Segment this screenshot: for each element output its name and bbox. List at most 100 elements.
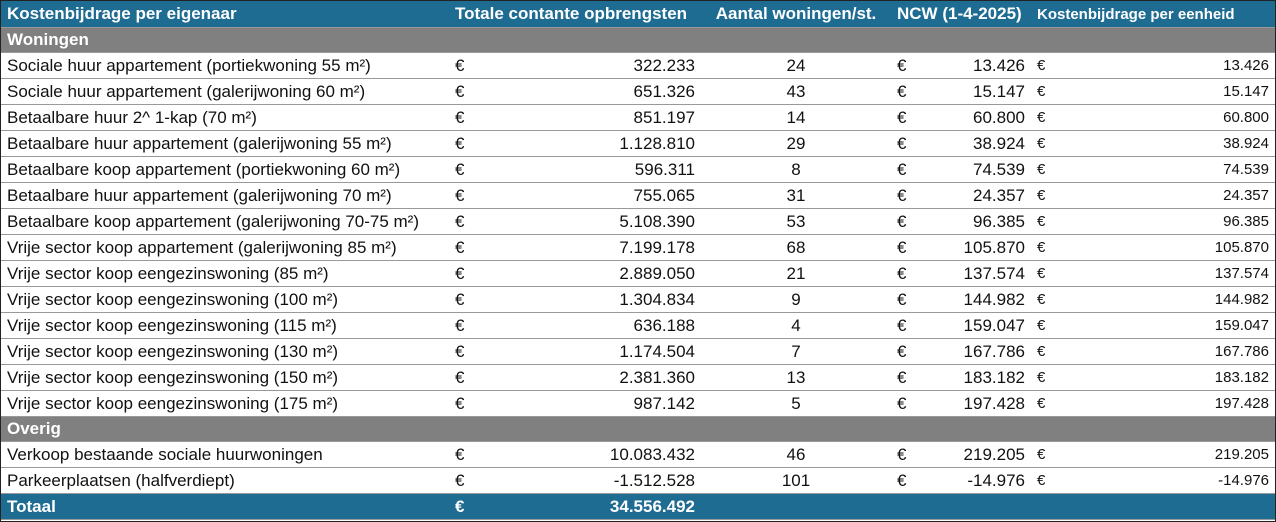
table-cell: 183.182: [963, 367, 1025, 387]
total-row: Totaal €34.556.492: [1, 494, 1275, 520]
table-cell: 24.357: [973, 185, 1025, 205]
table-cell: €: [455, 185, 465, 205]
header-cell: Kostenbijdrage per eigenaar: [7, 4, 237, 23]
table-cell: 167.786: [963, 341, 1025, 361]
table-cell: €: [897, 444, 907, 464]
table-cell: 1.304.834: [619, 289, 695, 309]
data-row: Betaalbare koop appartement (galerijwoni…: [1, 209, 1275, 235]
table-cell: 43: [786, 81, 806, 101]
table-cell: €: [897, 185, 907, 205]
table-cell: 636.188: [633, 315, 695, 335]
table-cell: €: [1037, 291, 1046, 308]
table-cell: 68: [786, 237, 806, 257]
table-cell: €: [897, 289, 907, 309]
table-cell: 755.065: [633, 185, 695, 205]
total-cell: €: [455, 496, 465, 516]
table-cell: 105.870: [1214, 239, 1269, 256]
header-row: Kostenbijdrage per eigenaar Totale contan…: [1, 1, 1275, 28]
table-cell: €: [455, 367, 465, 387]
table-cell: €: [897, 81, 907, 101]
table-cell: 5: [791, 393, 801, 413]
table-cell: Betaalbare huur appartement (galerijwoni…: [7, 185, 392, 205]
table-cell: €: [455, 263, 465, 283]
table-cell: 74.539: [973, 159, 1025, 179]
table-cell: €: [1037, 472, 1046, 489]
table-cell: €: [897, 367, 907, 387]
table-cell: Sociale huur appartement (galerijwoning …: [7, 81, 366, 101]
table-cell: Vrije sector koop appartement (galerijwo…: [7, 237, 397, 257]
table-cell: €: [1037, 395, 1046, 412]
data-row: Betaalbare koop appartement (portiekwoni…: [1, 157, 1275, 183]
section-title: Overig: [7, 419, 61, 438]
table-cell: €: [897, 237, 907, 257]
table-cell: Vrije sector koop eengezinswoning (115 m…: [7, 315, 337, 335]
table-cell: 596.311: [634, 159, 695, 179]
table-cell: 197.428: [963, 393, 1025, 413]
data-row: Sociale huur appartement (portiekwoning …: [1, 53, 1275, 79]
table-cell: €: [455, 315, 465, 335]
table-cell: €: [455, 393, 465, 413]
table-cell: 15.147: [973, 81, 1025, 101]
table-cell: 60.800: [1223, 109, 1269, 126]
table-cell: €: [1037, 317, 1046, 334]
table-cell: 1.128.810: [619, 133, 695, 153]
table-cell: 987.142: [633, 393, 695, 413]
table-cell: Betaalbare koop appartement (portiekwoni…: [7, 159, 401, 179]
table-cell: 159.047: [1214, 317, 1269, 334]
table-cell: €: [1037, 239, 1046, 256]
data-row: Vrije sector koop eengezinswoning (115 m…: [1, 313, 1275, 339]
table-cell: 219.205: [1214, 446, 1269, 463]
total-cell: Totaal: [7, 496, 56, 516]
table-cell: 167.786: [1214, 343, 1269, 360]
table-cell: 219.205: [963, 444, 1025, 464]
table-cell: 13.426: [973, 55, 1025, 75]
data-row: Vrije sector koop eengezinswoning (175 m…: [1, 391, 1275, 417]
table-cell: €: [897, 55, 907, 75]
table-cell: 46: [786, 444, 806, 464]
table-cell: 9: [791, 289, 801, 309]
table-cell: -14.976: [967, 470, 1025, 490]
table-cell: €: [897, 263, 907, 283]
table-cell: €: [455, 341, 465, 361]
data-row: Vrije sector koop eengezinswoning (100 m…: [1, 287, 1275, 313]
table-cell: 53: [786, 211, 806, 231]
table-cell: €: [1037, 343, 1046, 360]
table-cell: -14.976: [1218, 472, 1269, 489]
table-cell: 38.924: [1223, 135, 1269, 152]
header-cell: Totale contante opbrengsten: [455, 4, 688, 23]
table-cell: 29: [786, 133, 806, 153]
table-cell: €: [897, 159, 907, 179]
table-cell: 137.574: [1214, 265, 1269, 282]
table-cell: 24.357: [1223, 187, 1269, 204]
table-cell: 8: [791, 159, 801, 179]
table-cell: Verkoop bestaande sociale huurwoningen: [7, 444, 323, 464]
table-cell: 24: [786, 55, 806, 75]
table-cell: 14: [786, 107, 806, 127]
data-row: Verkoop bestaande sociale huurwoningen €1…: [1, 442, 1275, 468]
table-cell: 13.426: [1223, 57, 1269, 74]
table-cell: €: [1037, 57, 1046, 74]
table-cell: €: [897, 315, 907, 335]
table-cell: €: [897, 470, 907, 490]
table-cell: €: [1037, 135, 1046, 152]
table-cell: €: [897, 393, 907, 413]
table-cell: €: [1037, 187, 1046, 204]
table-cell: 4: [791, 315, 801, 335]
table-cell: Vrije sector koop eengezinswoning (130 m…: [7, 341, 339, 361]
table-cell: €: [1037, 109, 1046, 126]
table-cell: €: [455, 55, 465, 75]
table-cell: 96.385: [1223, 213, 1269, 230]
table-cell: €: [1037, 83, 1046, 100]
table-cell: 21: [786, 263, 806, 283]
table-cell: €: [455, 133, 465, 153]
table-cell: €: [1037, 161, 1046, 178]
table-cell: Vrije sector koop eengezinswoning (100 m…: [7, 289, 339, 309]
data-row: Parkeerplaatsen (halfverdiept) € -1.512.52…: [1, 468, 1275, 494]
table-cell: €: [455, 159, 465, 179]
total-cell: 34.556.492: [609, 496, 695, 516]
table-cell: €: [897, 133, 907, 153]
table-cell: 2.381.360: [619, 367, 695, 387]
table-cell: €: [455, 444, 465, 464]
table-cell: 137.574: [963, 263, 1025, 283]
data-row: Sociale huur appartement (galerijwoning …: [1, 79, 1275, 105]
